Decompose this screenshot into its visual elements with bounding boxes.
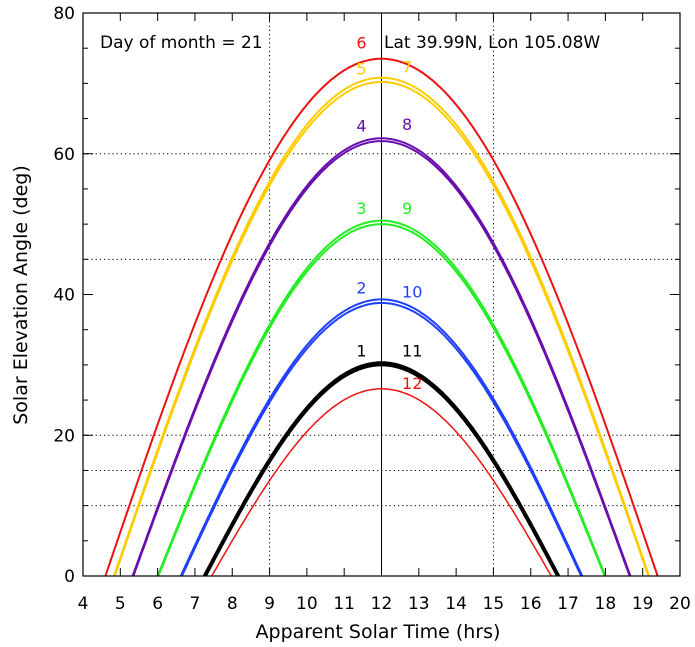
x-tick-label: 9 [264,594,275,614]
series-line-month-10 [180,301,583,577]
location-annotation: Lat 39.99N, Lon 105.08W [384,33,600,53]
x-tick-label: 16 [520,594,542,614]
series-line-month-12 [211,388,552,577]
y-tick-label: 60 [53,145,75,165]
month-label: 8 [402,115,412,134]
x-tick-label: 10 [296,594,318,614]
month-label: 6 [356,33,366,52]
x-tick-label: 6 [152,594,163,614]
day-of-month-annotation: Day of month = 21 [100,33,263,53]
series-line-month-11 [204,363,559,577]
month-label: 1 [356,342,366,361]
x-tick-label: 20 [669,594,691,614]
series-line-month-8 [132,140,631,577]
month-label: 2 [356,278,366,297]
month-label: 7 [402,57,412,76]
month-label: 5 [356,59,366,78]
x-tick-label: 12 [371,594,393,614]
x-tick-label: 4 [78,594,89,614]
series-line-month-2 [179,298,584,577]
x-tick-label: 17 [557,594,579,614]
series-lines [104,57,659,577]
x-tick-label: 14 [445,594,467,614]
x-tick-label: 19 [632,594,654,614]
x-tick-label: 11 [333,594,355,614]
month-label: 11 [402,342,422,361]
series-line-month-9 [157,223,606,577]
x-tick-label: 5 [115,594,126,614]
y-tick-label: 40 [53,286,75,306]
x-tick-label: 18 [595,594,617,614]
x-tick-label: 13 [408,594,430,614]
month-label: 10 [402,283,422,302]
y-tick-label: 20 [53,426,75,446]
x-tick-label: 15 [483,594,505,614]
series-line-month-7 [113,81,650,577]
series-line-month-3 [156,219,607,577]
month-label: 4 [356,116,366,135]
month-label: 9 [402,199,412,218]
y-axis-title: Solar Elevation Angle (deg) [10,165,32,425]
series-line-month-5 [113,76,650,577]
x-tick-label: 8 [227,594,238,614]
series-line-month-6 [104,57,659,577]
grid-lines [83,13,680,576]
y-tick-label: 0 [64,567,75,587]
x-axis-title: Apparent Solar Time (hrs) [256,621,501,643]
y-tick-label: 80 [53,4,75,24]
x-tick-label: 7 [190,594,201,614]
month-label: 12 [402,374,422,393]
month-label: 3 [356,199,366,218]
